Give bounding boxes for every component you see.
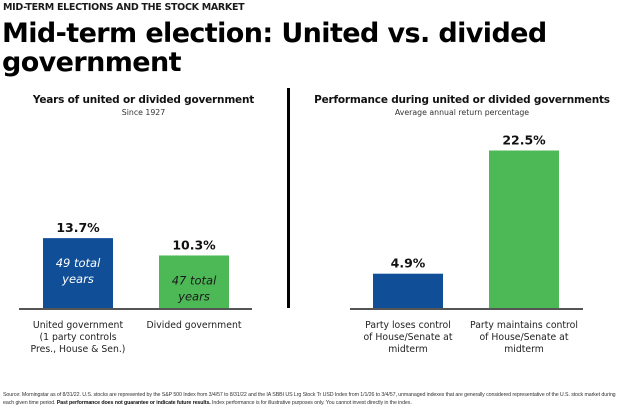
eyebrow-label: MID-TERM ELECTIONS AND THE STOCK MARKET: [3, 2, 245, 13]
right-chart-title: Performance during united or divided gov…: [314, 94, 610, 106]
page-title-line-2: government: [2, 47, 182, 78]
left-bar-1: [43, 238, 113, 308]
left-bar-1-inner-label: years: [61, 272, 94, 286]
panel-divider: [287, 88, 290, 308]
right-category-label-1: Party loses control: [365, 320, 451, 331]
charts-canvas: 13.7% 49 total years United government(1 pa…: [19, 133, 583, 355]
right-category-label-2: midterm: [504, 344, 544, 355]
footnote: Source: Morningstar as of 8/31/22. U.S. …: [3, 391, 621, 407]
right-category-label-2: Party maintains control: [470, 320, 578, 331]
page-title-line-1: Mid-term election: United vs. divided: [2, 18, 547, 49]
right-bar-1-value-label: 4.9%: [391, 256, 426, 271]
left-category-label-1: Pres., House & Sen.): [31, 344, 126, 355]
left-category-label-2: Divided government: [147, 320, 242, 331]
right-bar-2-value-label: 22.5%: [502, 133, 546, 148]
left-category-label-1: (1 party controls: [39, 332, 116, 343]
footnote-index-note: Index performance is for illustrative pu…: [210, 400, 412, 406]
left-bar-1-value-label: 13.7%: [56, 220, 100, 235]
left-category-label-1: United government: [33, 320, 124, 331]
right-bar-2: [489, 150, 559, 308]
left-bar-2-value-label: 10.3%: [172, 237, 216, 252]
right-category-label-1: of House/Senate at: [363, 332, 452, 343]
right-chart-subtitle: Average annual return percentage: [394, 108, 530, 117]
right-category-label-2: of House/Senate at: [479, 332, 568, 343]
left-bar-2-inner-label: years: [177, 289, 210, 303]
right-category-label-1: midterm: [388, 344, 428, 355]
page-title: Mid-term election: United vs. divided go…: [2, 19, 622, 77]
left-bar-2: [159, 255, 229, 308]
right-bar-1: [373, 273, 443, 308]
left-chart-title: Years of united or divided government: [32, 94, 255, 106]
left-bar-1-inner-label: 49 total: [56, 256, 101, 270]
footnote-source: Source: Morningstar as of 8/31/22. U.S. …: [3, 392, 616, 406]
left-chart-subtitle: Since 1927: [121, 108, 166, 117]
left-bar-2-inner-label: 47 total: [172, 273, 217, 287]
footnote-disclaimer: Past performance does not guarantee or i…: [56, 400, 211, 406]
